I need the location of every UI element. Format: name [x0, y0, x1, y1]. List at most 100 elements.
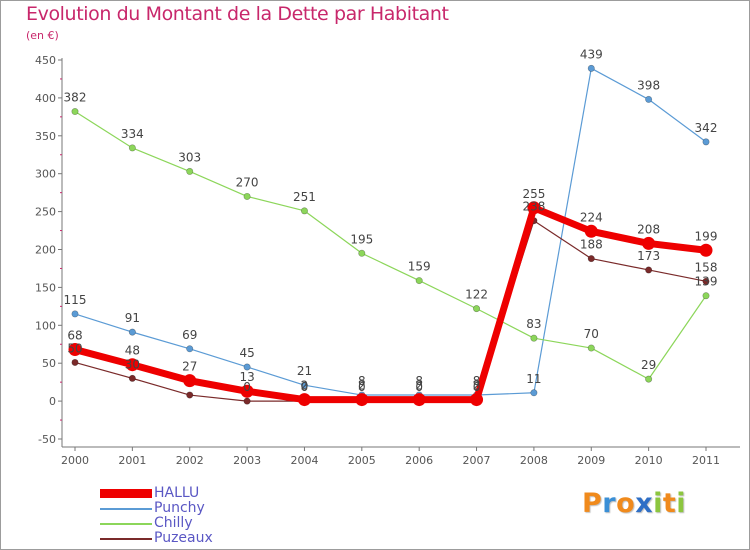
legend: HALLU Punchy Chilly Puzeaux [100, 486, 213, 546]
data-label-punchy: 45 [239, 346, 254, 360]
data-label-chilly: 270 [236, 175, 259, 189]
data-point-hallu [699, 243, 713, 257]
data-label-hallu: 208 [637, 222, 660, 236]
logo-letter: o [616, 488, 636, 519]
series-line-chilly [74, 110, 707, 380]
data-point-chilly [415, 277, 423, 285]
data-point-puzeaux [587, 255, 595, 263]
x-tick-label: 2007 [463, 454, 491, 467]
data-point-punchy [587, 64, 595, 72]
data-point-chilly [530, 334, 538, 342]
x-tick-label: 2004 [290, 454, 318, 467]
data-label-punchy: 398 [637, 78, 660, 92]
data-point-puzeaux [128, 374, 136, 382]
logo-letter: x [635, 488, 654, 519]
data-label-hallu: 13 [239, 370, 254, 384]
data-point-punchy [300, 381, 308, 389]
data-point-hallu [297, 393, 311, 407]
data-label-punchy: 69 [182, 328, 197, 342]
y-tick-label: 50 [42, 357, 56, 370]
series-lines [68, 64, 713, 407]
data-label-hallu: 255 [522, 187, 545, 201]
data-label-chilly: 159 [408, 260, 431, 274]
data-label-puzeaux: 173 [637, 249, 660, 263]
legend-label: Chilly [154, 515, 193, 531]
legend-swatch [100, 522, 152, 525]
data-label-puzeaux: 188 [580, 238, 603, 252]
y-tick-label: 450 [35, 54, 56, 67]
data-label-chilly: 83 [526, 317, 541, 331]
logo-letter: i [653, 488, 663, 519]
data-point-chilly [358, 249, 366, 257]
legend-swatch [100, 489, 152, 498]
data-label-puzeaux: 50 [67, 341, 82, 355]
data-point-hallu [240, 384, 254, 398]
data-label-punchy: 115 [64, 293, 87, 307]
x-tick-label: 2003 [233, 454, 261, 467]
y-tick-label: 100 [35, 319, 56, 332]
data-label-hallu: 224 [580, 210, 603, 224]
data-point-hallu [642, 236, 656, 250]
y-tick-label: 400 [35, 92, 56, 105]
data-label-chilly: 195 [350, 232, 373, 246]
legend-swatch [100, 537, 152, 540]
data-label-chilly: 303 [178, 150, 201, 164]
y-tick-label: 350 [35, 130, 56, 143]
data-label-puzeaux: 158 [695, 260, 718, 274]
logo-letter: r [602, 488, 617, 519]
x-tick-label: 2011 [692, 454, 720, 467]
x-tick-label: 2008 [520, 454, 548, 467]
legend-label: Puzeaux [154, 530, 213, 546]
data-label-hallu: 2 [358, 379, 366, 393]
x-tick-label: 2006 [405, 454, 433, 467]
data-label-hallu: 199 [695, 229, 718, 243]
chart-title: Evolution du Montant de la Dette par Hab… [26, 3, 449, 25]
data-label-hallu: 2 [473, 379, 481, 393]
x-tick-label: 2010 [635, 454, 663, 467]
data-point-chilly [473, 305, 481, 313]
data-label-hallu: 68 [67, 329, 82, 343]
data-label-hallu: 2 [301, 379, 309, 393]
series-line-punchy [74, 67, 707, 396]
data-point-punchy [243, 363, 251, 371]
data-point-chilly [128, 144, 136, 152]
logo-letter: i [676, 488, 687, 519]
data-point-punchy [645, 95, 653, 103]
data-point-hallu [125, 358, 139, 372]
data-point-hallu [68, 343, 82, 357]
legend-item-punchy: Punchy [100, 501, 213, 516]
legend-label: HALLU [154, 485, 200, 501]
data-label-puzeaux: 0 [358, 380, 366, 394]
data-point-chilly [587, 344, 595, 352]
data-label-puzeaux: 0 [473, 380, 481, 394]
x-tick-label: 2001 [118, 454, 146, 467]
data-label-chilly: 334 [121, 127, 144, 141]
data-point-chilly [71, 108, 79, 116]
y-tick-label: -50 [38, 433, 56, 446]
data-label-puzeaux: 30 [125, 357, 140, 371]
y-tick-label: 150 [35, 281, 56, 294]
data-point-chilly [243, 192, 251, 200]
logo-letter: t [662, 488, 677, 519]
x-tick-label: 2005 [348, 454, 376, 467]
data-point-punchy [128, 328, 136, 336]
data-label-puzeaux: 0 [301, 380, 309, 394]
x-tick-label: 2000 [61, 454, 89, 467]
data-label-hallu: 48 [125, 344, 140, 358]
data-point-chilly [300, 207, 308, 215]
data-label-punchy: 91 [125, 311, 140, 325]
y-tick-label: 250 [35, 206, 56, 219]
legend-item-chilly: Chilly [100, 516, 213, 531]
data-point-hallu [527, 201, 541, 215]
data-point-puzeaux [186, 391, 194, 399]
data-label-chilly: 382 [64, 91, 87, 105]
data-label-chilly: 29 [641, 358, 656, 372]
data-point-hallu [470, 393, 484, 407]
data-point-punchy [702, 138, 710, 146]
data-point-puzeaux [243, 397, 251, 405]
data-point-hallu [183, 374, 197, 388]
